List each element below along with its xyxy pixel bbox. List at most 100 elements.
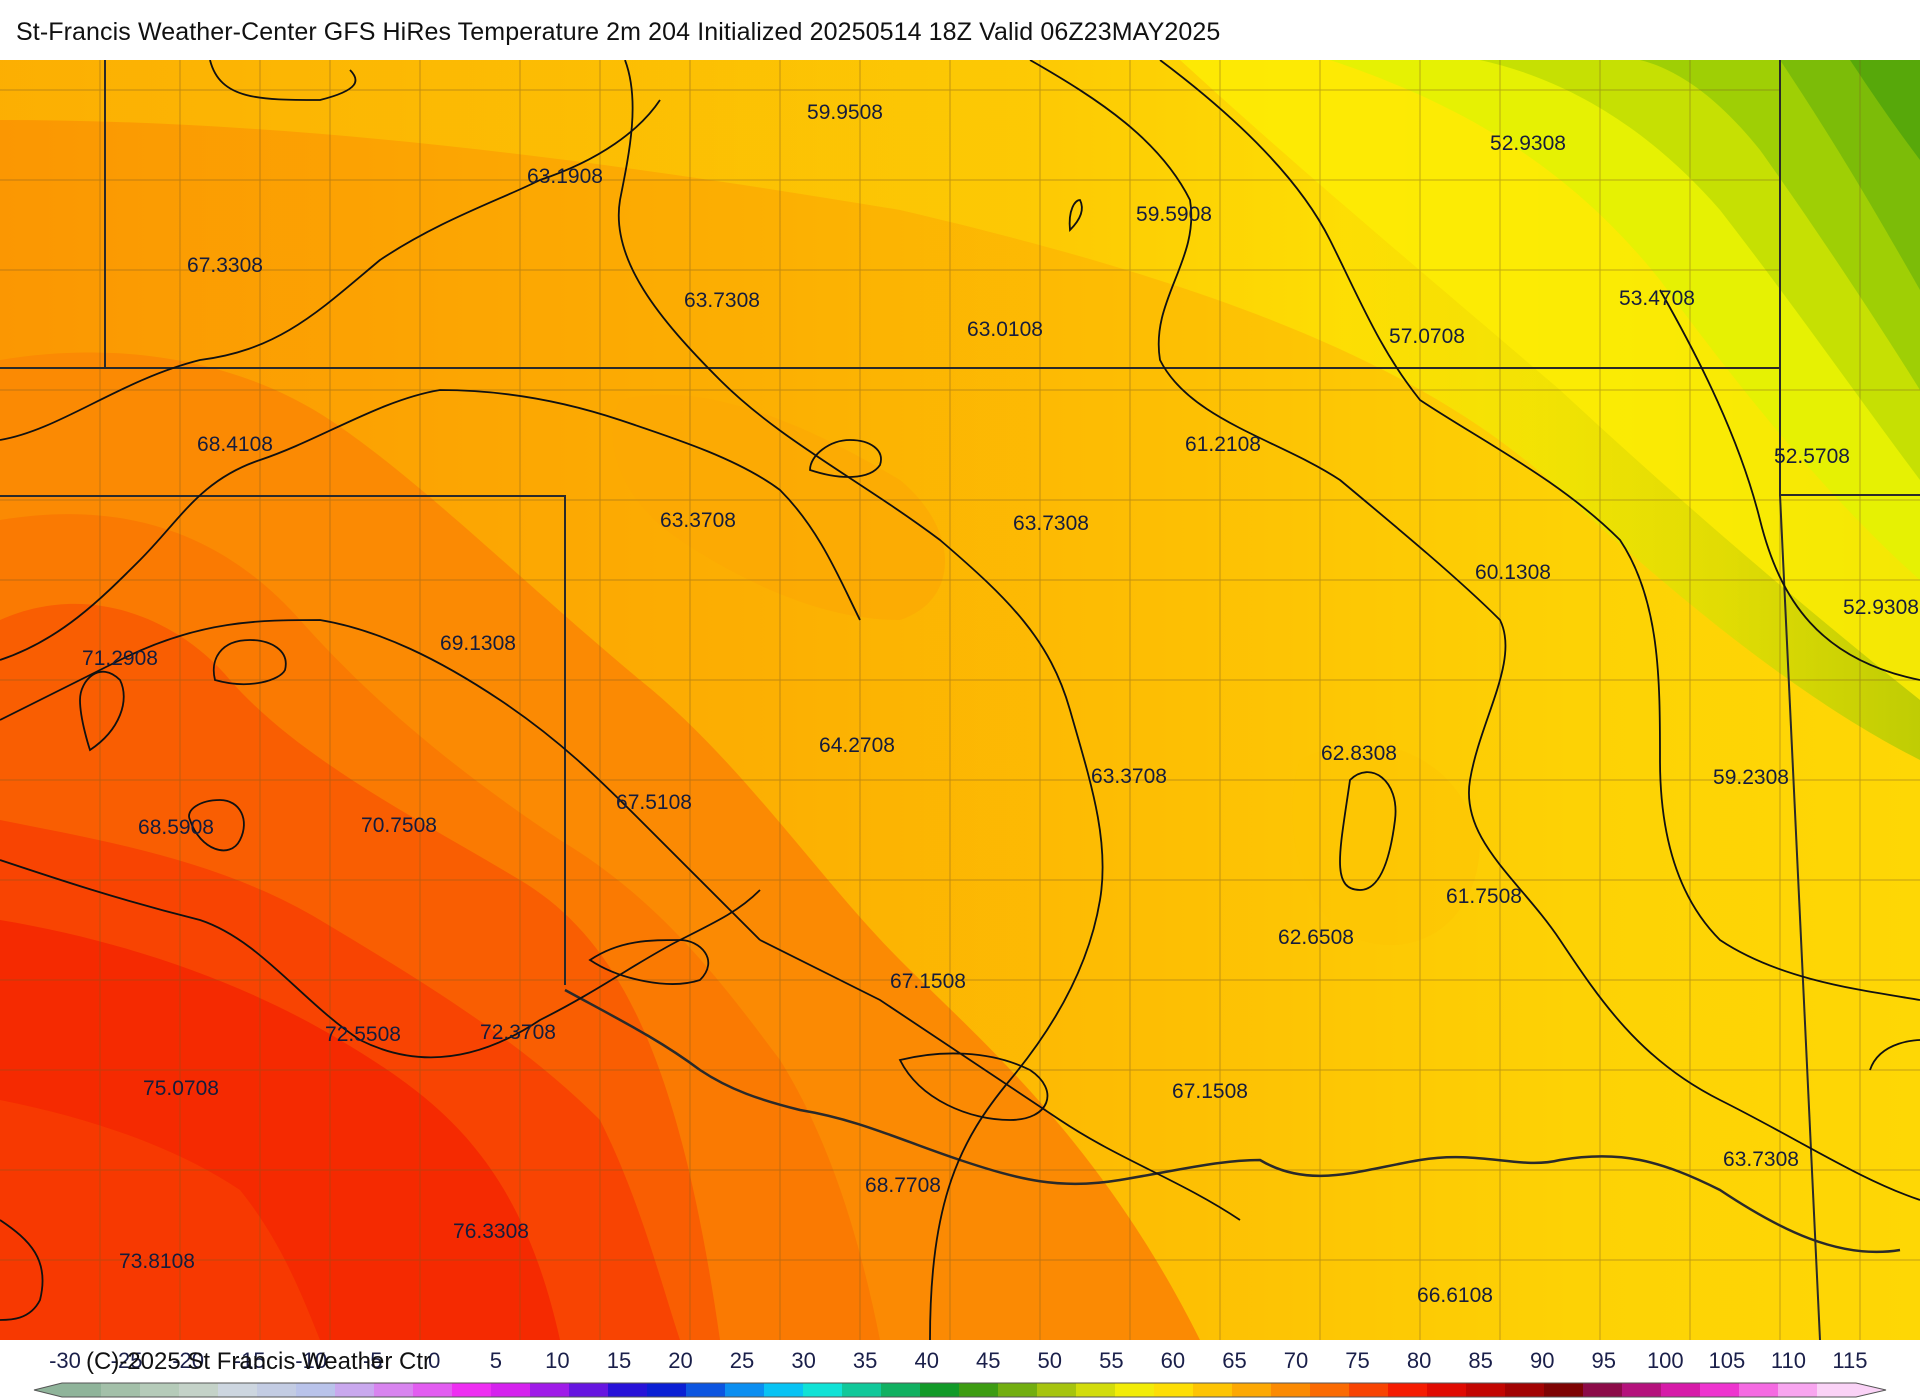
colorbar-tick-label: -5 <box>363 1348 383 1373</box>
colorbar-swatch <box>296 1383 336 1397</box>
copyright-text: (C)-2025 St Francis Weather Ctr <box>86 1348 431 1375</box>
colorbar-swatch <box>1076 1383 1116 1397</box>
colorbar-tick-label: 20 <box>668 1348 692 1373</box>
contour-label: 75.0708 <box>143 1077 219 1100</box>
contour-label: 63.7308 <box>1723 1148 1799 1171</box>
contour-label: 66.6108 <box>1417 1284 1493 1307</box>
contour-label: 53.4708 <box>1619 287 1695 310</box>
contour-label: 62.8308 <box>1321 742 1397 765</box>
colorbar-swatch <box>725 1383 765 1397</box>
colorbar-swatch <box>842 1383 882 1397</box>
contour-label: 59.2308 <box>1713 766 1789 789</box>
colorbar-swatch <box>218 1383 258 1397</box>
contour-label: 60.1308 <box>1475 561 1551 584</box>
colorbar-swatch <box>1505 1383 1545 1397</box>
contour-label: 67.3308 <box>187 254 263 277</box>
colorbar-swatch <box>647 1383 687 1397</box>
isotherm-contours <box>0 60 1920 1340</box>
county-boundaries <box>0 60 1920 1340</box>
colorbar-tick-label: 30 <box>791 1348 815 1373</box>
colorbar-ticks: -30 -25 -20 -15 -10 -5 0 5 10 15 20 25 30 35 40 45 50 55 6… <box>49 1348 1867 1373</box>
colorbar-swatch <box>608 1383 648 1397</box>
colorbar-tick-label: 60 <box>1161 1348 1185 1373</box>
colorbar-tick-label: -15 <box>234 1348 266 1373</box>
contour-label: 68.5908 <box>138 816 214 839</box>
contour-label: 61.2108 <box>1185 433 1261 456</box>
colorbar-swatch <box>101 1383 141 1397</box>
colorbar-swatch <box>1466 1383 1506 1397</box>
colorbar-swatch <box>1349 1383 1389 1397</box>
contour-label: 72.3708 <box>480 1021 556 1044</box>
colorbar-tick-label: 80 <box>1407 1348 1431 1373</box>
contour-label: 63.3708 <box>1091 765 1167 788</box>
colorbar-swatch <box>1778 1383 1818 1397</box>
contour-label: 52.9308 <box>1490 132 1566 155</box>
colorbar-swatch <box>1232 1383 1272 1397</box>
colorbar-min-arrow <box>34 1383 62 1397</box>
contour-label: 70.7508 <box>361 814 437 837</box>
colorbar-swatch <box>803 1383 843 1397</box>
colorbar-tick-label: -20 <box>172 1348 204 1373</box>
colorbar-swatch <box>179 1383 219 1397</box>
colorbar-tick-label: -25 <box>111 1348 143 1373</box>
colorbar-tick-label: 85 <box>1468 1348 1492 1373</box>
contour-label: 63.0108 <box>967 318 1043 341</box>
contour-label: 68.4108 <box>197 433 273 456</box>
colorbar-swatch <box>1037 1383 1077 1397</box>
contour-label: 62.6508 <box>1278 926 1354 949</box>
contour-label: 63.7308 <box>684 289 760 312</box>
colorbar-tick-label: 100 <box>1647 1348 1684 1373</box>
colorbar-max-arrow <box>1856 1383 1886 1397</box>
contour-label: 63.3708 <box>660 509 736 532</box>
contour-labels: 59.9508 63.1908 52.9308 59.5908 67.3308 63.73… <box>82 101 1919 1307</box>
colorbar-tick-label: 5 <box>490 1348 502 1373</box>
contour-label: 67.1508 <box>890 970 966 993</box>
colorbar-swatch <box>413 1383 453 1397</box>
colorbar-tick-label: 95 <box>1592 1348 1616 1373</box>
contour-label: 59.9508 <box>807 101 883 124</box>
colorbar-swatch <box>530 1383 570 1397</box>
colorbar-tick-label: 70 <box>1284 1348 1308 1373</box>
contour-label: 71.2908 <box>82 647 158 670</box>
map-title: St-Francis Weather-Center GFS HiRes Temp… <box>16 18 1221 46</box>
colorbar-swatch <box>1817 1383 1857 1397</box>
colorbar-swatch <box>374 1383 414 1397</box>
colorbar-swatch <box>1544 1383 1584 1397</box>
colorbar-swatch <box>452 1383 492 1397</box>
colorbar-tick-label: 25 <box>730 1348 754 1373</box>
colorbar-swatch <box>62 1383 102 1397</box>
colorbar-swatch <box>140 1383 180 1397</box>
colorbar-swatch <box>335 1383 375 1397</box>
colorbar-tick-label: -10 <box>295 1348 327 1373</box>
colorbar-swatch <box>920 1383 960 1397</box>
contour-label: 63.7308 <box>1013 512 1089 535</box>
contour-label: 73.8108 <box>119 1250 195 1273</box>
colorbar-swatch <box>1622 1383 1662 1397</box>
colorbar-tick-label: 110 <box>1771 1348 1806 1373</box>
colorbar-outline <box>33 1382 1887 1398</box>
temperature-map: 59.9508 63.1908 52.9308 59.5908 67.3308 63.73… <box>0 60 1920 1340</box>
colorbar-swatch <box>959 1383 999 1397</box>
colorbar-swatch <box>491 1383 531 1397</box>
contour-label: 61.7508 <box>1446 885 1522 908</box>
contour-label: 72.5508 <box>325 1023 401 1046</box>
colorbar-tick-label: 90 <box>1530 1348 1554 1373</box>
colorbar-tick-label: 75 <box>1345 1348 1369 1373</box>
colorbar-swatch <box>1388 1383 1428 1397</box>
colorbar-tick-label: 115 <box>1832 1348 1867 1373</box>
contour-label: 59.5908 <box>1136 203 1212 226</box>
colorbar-swatch <box>1310 1383 1350 1397</box>
contour-label: 69.1308 <box>440 632 516 655</box>
colorbar-tick-label: 50 <box>1038 1348 1062 1373</box>
colorbar-swatch <box>881 1383 921 1397</box>
colorbar-tick-label: 10 <box>545 1348 569 1373</box>
colorbar-swatch <box>998 1383 1038 1397</box>
colorbar-tick-label: -30 <box>49 1348 81 1373</box>
colorbar-swatch <box>257 1383 297 1397</box>
contour-label: 52.5708 <box>1774 445 1850 468</box>
colorbar <box>33 1382 1887 1398</box>
colorbar-tick-label: 0 <box>428 1348 440 1373</box>
colorbar-tick-label: 65 <box>1222 1348 1246 1373</box>
colorbar-tick-label: 40 <box>914 1348 938 1373</box>
colorbar-tick-label: 35 <box>853 1348 877 1373</box>
